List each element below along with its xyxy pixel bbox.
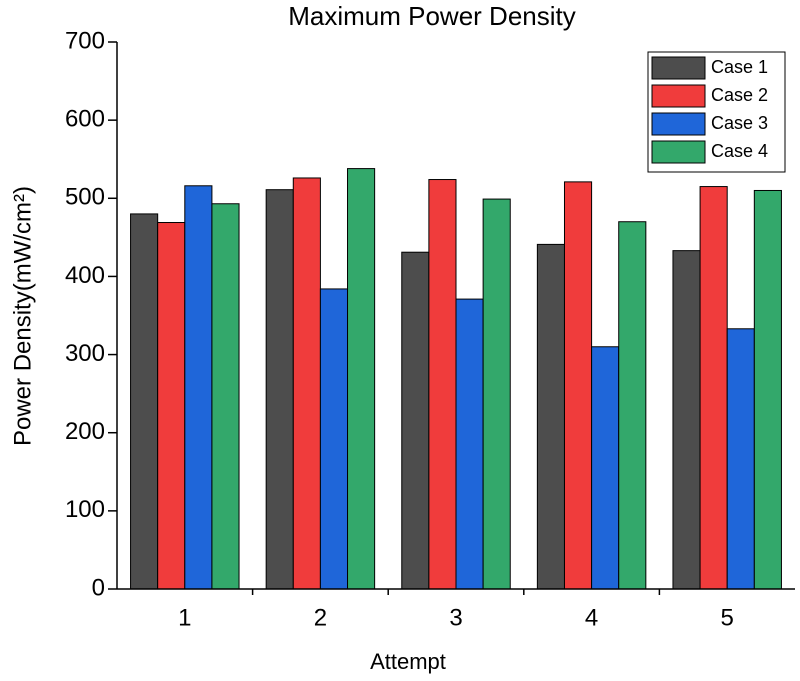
- chart-title: Maximum Power Density: [288, 1, 576, 31]
- y-tick-label: 100: [65, 496, 105, 523]
- x-tick-label: 4: [585, 604, 598, 631]
- y-tick-label: 700: [65, 27, 105, 54]
- y-tick-label: 500: [65, 184, 105, 211]
- legend-swatch: [651, 112, 706, 136]
- x-axis-label: Attempt: [370, 649, 446, 674]
- bar: [211, 203, 240, 590]
- bar: [130, 213, 159, 590]
- bar: [618, 221, 647, 590]
- legend-swatch: [651, 84, 706, 108]
- y-tick-label: 200: [65, 418, 105, 445]
- bar: [184, 185, 213, 590]
- bar: [753, 189, 782, 590]
- legend-label: Case 3: [711, 113, 768, 133]
- y-tick-label: 400: [65, 262, 105, 289]
- bar: [157, 222, 186, 590]
- bar: [699, 186, 728, 590]
- x-tick-label: 3: [449, 604, 462, 631]
- bar: [563, 181, 593, 590]
- bar: [319, 288, 349, 590]
- bar: [292, 177, 321, 590]
- bar: [455, 298, 484, 590]
- x-tick-label: 1: [178, 604, 191, 631]
- bar: [672, 250, 701, 590]
- bar: [591, 346, 620, 590]
- bar: [536, 243, 565, 590]
- y-tick-label: 600: [65, 105, 105, 132]
- bar: [265, 189, 294, 590]
- x-tick-label: 2: [314, 604, 327, 631]
- legend-swatch: [651, 56, 706, 80]
- y-tick-label: 0: [92, 574, 105, 601]
- legend-label: Case 2: [711, 85, 768, 105]
- bar: [428, 179, 457, 590]
- x-tick-label: 5: [721, 604, 734, 631]
- y-axis-label: Power Density(mW/cm²): [9, 186, 36, 446]
- bar: [726, 328, 755, 590]
- bar: [401, 251, 430, 590]
- bar: [347, 168, 376, 590]
- legend-swatch: [651, 140, 706, 164]
- bar: [482, 198, 511, 590]
- y-tick-label: 300: [65, 340, 105, 367]
- legend-label: Case 1: [711, 57, 768, 77]
- legend-label: Case 4: [711, 141, 768, 161]
